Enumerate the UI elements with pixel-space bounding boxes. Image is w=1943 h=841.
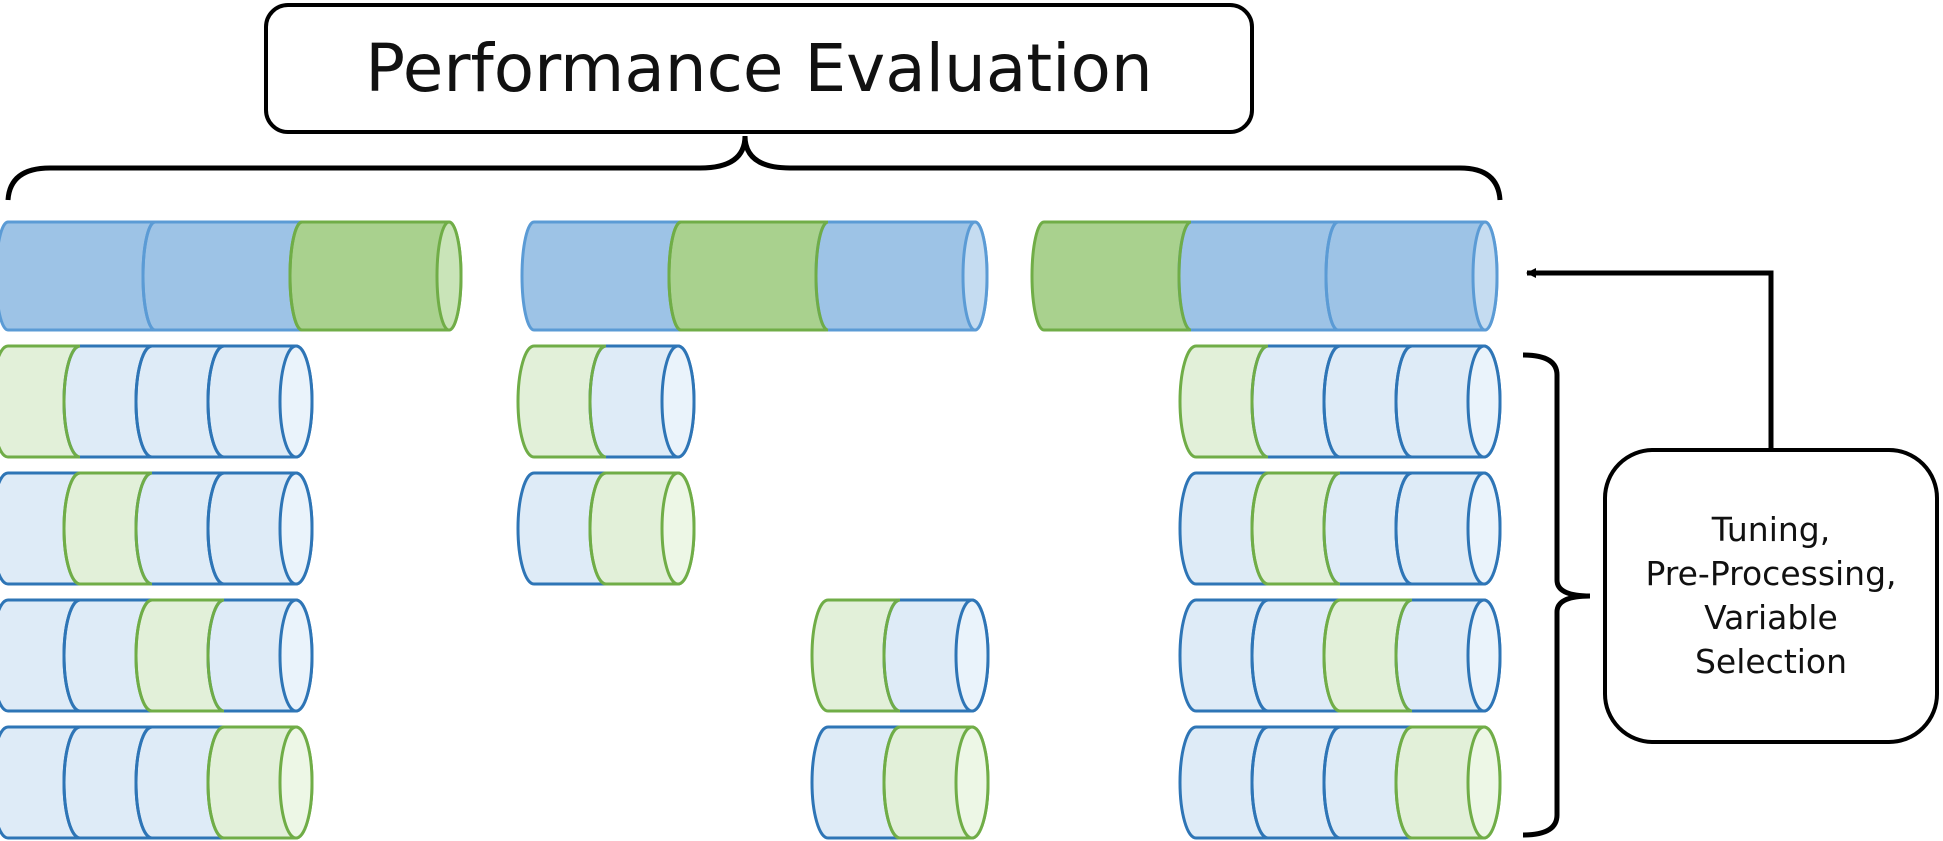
outer-resample-cylinder <box>1030 220 1499 332</box>
fold-divider <box>134 725 153 840</box>
cylinder-end-cap <box>1466 344 1502 459</box>
tuning-box: Tuning, Pre-Processing, Variable Selecti… <box>1603 448 1939 744</box>
train-fold <box>1177 220 1352 332</box>
inner-resample-cylinder <box>1178 344 1502 459</box>
fold-divider <box>1394 344 1413 459</box>
fold-divider <box>134 344 153 459</box>
fold-divider <box>588 344 607 459</box>
fold-divider <box>1322 598 1341 713</box>
inner-resample-cylinder <box>0 471 314 586</box>
cylinder-end-cap <box>278 598 314 713</box>
fold-divider <box>882 598 901 713</box>
fold-divider <box>882 725 901 840</box>
cylinder-end-cap <box>1466 471 1502 586</box>
inner-resample-cylinder <box>516 471 696 586</box>
inner-resample-cylinder <box>810 598 990 713</box>
inner-resample-cylinder <box>0 598 314 713</box>
tuning-label-line: Pre-Processing, <box>1645 554 1897 593</box>
fold-divider <box>206 344 225 459</box>
fold-divider <box>206 471 225 586</box>
inner-resample-cylinder <box>1178 598 1502 713</box>
outer-resample-cylinder <box>520 220 989 332</box>
fold-divider <box>667 220 682 332</box>
inner-resample-cylinder <box>0 344 314 459</box>
cylinder-end-cap <box>954 725 990 840</box>
fold-divider <box>1394 471 1413 586</box>
fold-divider <box>814 220 829 332</box>
fold-divider <box>288 220 303 332</box>
fold-divider <box>1324 220 1339 332</box>
fold-divider <box>1177 220 1192 332</box>
train-fold <box>141 220 316 332</box>
fold-divider <box>1250 344 1269 459</box>
tuning-label: Tuning, Pre-Processing, Variable Selecti… <box>1645 508 1896 684</box>
fold-divider <box>1250 471 1269 586</box>
fold-divider <box>141 220 156 332</box>
cylinder-end-cap <box>1466 598 1502 713</box>
fold-divider <box>206 725 225 840</box>
fold-divider <box>1322 471 1341 586</box>
cylinder-end-cap <box>660 344 696 459</box>
fold-divider <box>588 471 607 586</box>
cylinder-end-cap <box>278 471 314 586</box>
performance-evaluation-label: Performance Evaluation <box>365 30 1153 107</box>
inner-resample-cylinder <box>810 725 990 840</box>
fold-divider <box>134 598 153 713</box>
test-fold <box>288 220 463 332</box>
tuning-label-line: Selection <box>1694 642 1848 681</box>
cylinder-end-cap <box>435 220 463 332</box>
test-fold <box>1030 220 1205 332</box>
cylinder-end-cap <box>1466 725 1502 840</box>
inner-resample-cylinder <box>0 725 314 840</box>
fold-divider <box>62 344 81 459</box>
cylinder-end-cap <box>1471 220 1499 332</box>
inner-resamples <box>0 344 1502 840</box>
fold-divider <box>1322 344 1341 459</box>
cylinder-end-cap <box>278 725 314 840</box>
cylinder-end-cap <box>660 471 696 586</box>
fold-divider <box>62 725 81 840</box>
fold-divider <box>134 471 153 586</box>
train-fold <box>814 220 989 332</box>
fold-divider <box>1394 725 1413 840</box>
inner-resample-cylinder <box>516 344 696 459</box>
fold-divider <box>1250 598 1269 713</box>
fold-divider <box>62 598 81 713</box>
performance-evaluation-box: Performance Evaluation <box>264 3 1254 134</box>
tuning-label-line: Variable <box>1704 598 1838 637</box>
tuning-label-line: Tuning, <box>1711 510 1831 549</box>
fold-divider <box>1250 725 1269 840</box>
top-brace <box>5 135 1503 201</box>
cylinder-end-cap <box>278 344 314 459</box>
fold-divider <box>206 598 225 713</box>
fold-divider <box>1322 725 1341 840</box>
inner-resample-cylinder <box>1178 725 1502 840</box>
feedback-arrow <box>1526 268 1774 448</box>
outer-resamples <box>0 220 1499 332</box>
fold-divider <box>62 471 81 586</box>
inner-resample-cylinder <box>1178 471 1502 586</box>
test-fold <box>667 220 842 332</box>
train-fold <box>520 220 695 332</box>
cylinder-end-cap <box>954 598 990 713</box>
train-fold <box>1324 220 1499 332</box>
fold-divider <box>1394 598 1413 713</box>
cylinder-end-cap <box>961 220 989 332</box>
right-brace <box>1522 352 1591 838</box>
outer-resample-cylinder <box>0 220 463 332</box>
